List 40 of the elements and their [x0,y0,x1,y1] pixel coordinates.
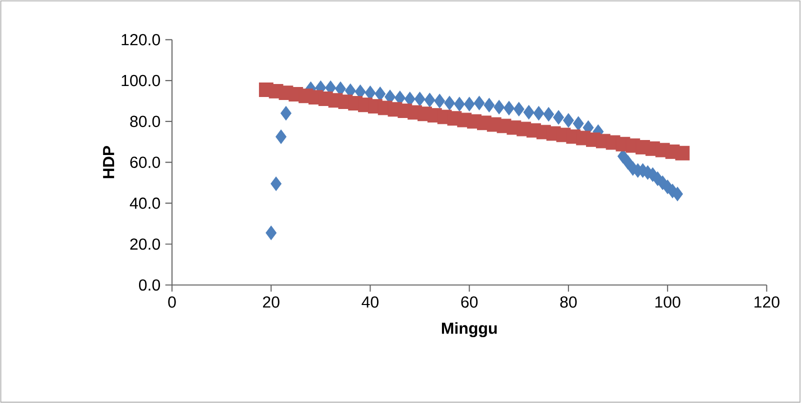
point [414,92,426,106]
point [374,86,386,102]
x-tick-label: 40 [362,296,379,308]
y-tick-label: 0.0 [139,279,160,291]
point [504,100,514,116]
x-tick-label: 120 [754,296,780,308]
point [572,116,584,131]
point [454,96,465,112]
point [553,110,564,125]
point [464,96,475,112]
y-axis-title: HDP [103,146,114,178]
x-tick-label: 0 [168,296,176,308]
y-tick-label: 120.0 [122,34,160,46]
x-tick-label: 20 [263,296,280,308]
point [672,186,683,202]
point [266,226,277,240]
y-tick-label: 100.0 [122,74,160,86]
x-tick-label: 80 [560,296,577,308]
point [513,102,524,116]
y-tick-label: 40.0 [130,198,160,209]
point [474,96,485,110]
point [280,106,292,120]
point [494,100,505,114]
point [562,113,574,128]
point [276,130,286,144]
y-tick-label: 80.0 [130,116,160,128]
x-tick-label: 60 [461,296,478,308]
point [434,94,446,108]
x-tick-label: 100 [655,296,680,308]
y-tick-label: 20.0 [130,238,160,250]
point [675,146,690,160]
point [424,92,436,108]
x-axis-title: Minggu [442,322,497,338]
point [270,176,282,191]
point [533,106,544,120]
y-tick-label: 60.0 [130,156,160,168]
point [484,98,495,112]
point [444,96,455,110]
point [523,105,534,120]
point [543,107,554,122]
